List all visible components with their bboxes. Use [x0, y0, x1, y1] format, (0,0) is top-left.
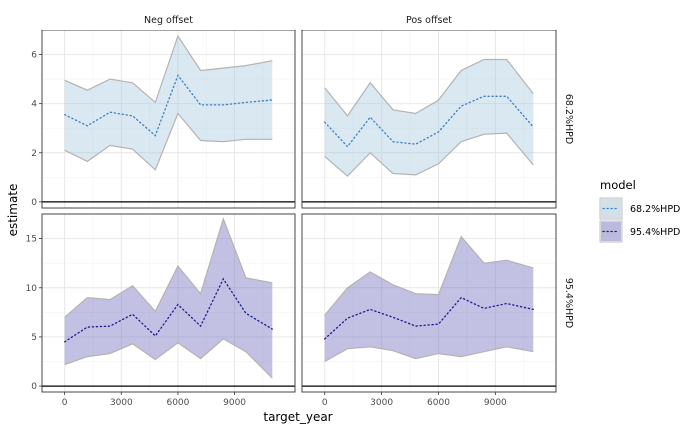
panel-0 — [41, 29, 296, 209]
strip-row-label: 95.4%HPD — [563, 278, 574, 328]
ribbon-lower-edge — [64, 338, 273, 379]
y-tick-label: 15 — [26, 235, 37, 245]
strips-layer: Neg offset Pos offset 68.2%HPD 95.4%HPD — [42, 8, 574, 328]
panel-background — [302, 30, 556, 208]
strip-row-label: 68.2%HPD — [563, 94, 574, 144]
panel-2 — [41, 213, 296, 393]
mean-line — [64, 277, 273, 343]
x-tick-label: 6000 — [166, 398, 189, 408]
x-tick-label: 9000 — [223, 398, 246, 408]
x-tick-label: 6000 — [427, 398, 450, 408]
mean-line — [64, 74, 273, 137]
y-tick-label: 6 — [31, 51, 37, 61]
x-tick-label: 3000 — [370, 398, 393, 408]
x-tick-label: 3000 — [110, 398, 133, 408]
ribbon-lower-edge — [324, 346, 534, 363]
mean-line — [324, 95, 534, 148]
legend: model 68.2%HPD 95.4%HPD — [599, 178, 680, 243]
ribbon-upper-edge — [64, 217, 273, 318]
hpd-ribbon — [64, 36, 273, 170]
hpd-ribbon — [324, 236, 534, 362]
x-axis-title: target_year — [263, 410, 332, 424]
y-tick-label: 4 — [31, 100, 37, 110]
y-tick-label: 2 — [31, 149, 37, 159]
ribbon-upper-edge — [324, 235, 534, 316]
legend-entry-label: 95.4%HPD — [630, 227, 680, 238]
hpd-ribbon — [324, 59, 534, 177]
strip-column-label: Neg offset — [144, 15, 193, 26]
y-tick-label: 5 — [31, 333, 37, 343]
x-tick-label: 9000 — [484, 398, 507, 408]
panels-layer — [41, 29, 557, 393]
panel-background — [302, 214, 556, 392]
panel-border — [301, 213, 557, 393]
y-tick-label: 0 — [31, 198, 37, 208]
panel-background — [42, 30, 295, 208]
panel-background — [42, 214, 295, 392]
legend-entry-label: 68.2%HPD — [630, 204, 680, 215]
x-tick-label: 0 — [62, 398, 68, 408]
ribbon-upper-edge — [324, 58, 534, 117]
y-tick-label: 0 — [31, 382, 37, 392]
ribbon-lower-edge — [64, 112, 273, 171]
panel-1 — [301, 29, 557, 209]
y-tick-label: 10 — [26, 284, 38, 294]
strip-column — [42, 8, 295, 30]
strip-column — [302, 8, 556, 30]
ribbon-upper-edge — [64, 34, 273, 104]
legend-title: model — [600, 178, 636, 192]
x-tick-label: 0 — [322, 398, 328, 408]
strip-column-label: Pos offset — [406, 15, 452, 26]
ribbon-lower-edge — [324, 132, 534, 177]
panel-3 — [301, 213, 557, 393]
axes-layer: 0 2 4 6 0 5 10 15 0 3000 6000 9000 0 3000 6000 9000 — [26, 51, 508, 408]
panel-border — [41, 213, 296, 393]
y-axis-title: estimate — [6, 184, 20, 237]
hpd-ribbon — [64, 218, 273, 379]
